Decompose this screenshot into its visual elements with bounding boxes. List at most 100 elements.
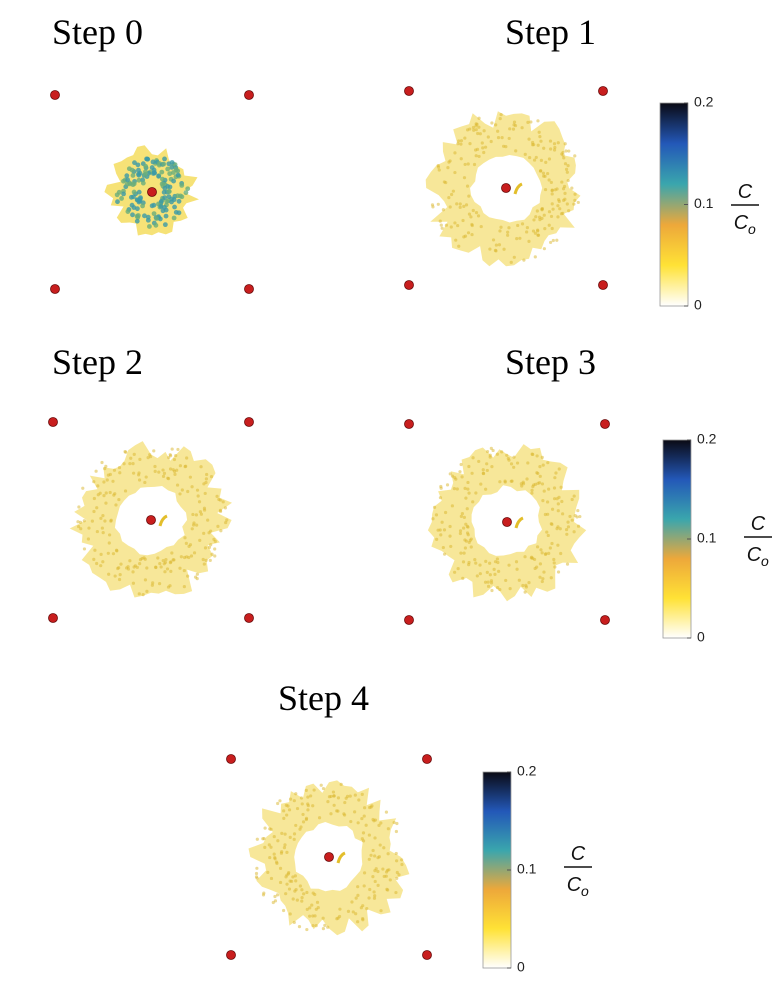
plume-cell [540, 159, 543, 162]
plume-cell [143, 172, 148, 177]
plume-cell [169, 454, 172, 457]
plume-cell [337, 796, 340, 799]
plume-cell [263, 826, 266, 829]
plume-cell [369, 854, 372, 857]
plume-cell [132, 190, 137, 195]
plume-cell [322, 787, 325, 790]
plume-cell [376, 870, 379, 873]
plume-cell [183, 585, 186, 588]
plume-cell [566, 563, 569, 566]
label-denominator: C [734, 212, 749, 234]
plume-cell [278, 799, 281, 802]
plume-cell [490, 465, 493, 468]
plume-cell [162, 195, 167, 200]
plume-cell [365, 907, 368, 910]
plume-cell [268, 856, 271, 859]
plume-cell [553, 148, 556, 151]
plume-cell [558, 207, 561, 210]
plume-cell [186, 490, 189, 493]
panel-title: Step 4 [278, 678, 369, 718]
plume-cell [93, 549, 96, 552]
plume-cell [559, 552, 562, 555]
plume-cell [193, 551, 196, 554]
plume-cell [538, 216, 541, 219]
plume-cell [459, 529, 462, 532]
plume-cell [185, 186, 190, 191]
plume-cell [133, 453, 136, 456]
plume-cell [515, 568, 518, 571]
plume-cell [108, 541, 111, 544]
plume-cell [467, 492, 470, 495]
plume-cell [550, 542, 553, 545]
plume-cell [521, 222, 524, 225]
plume-cell [261, 837, 264, 840]
plume-cell [546, 500, 549, 503]
plume-cell [559, 527, 562, 530]
plume-cell [300, 896, 303, 899]
plume-cell [151, 160, 156, 165]
plume-cell [573, 530, 576, 533]
plume-cell [375, 867, 378, 870]
heatmap [51, 91, 254, 294]
plume-cell [103, 519, 106, 522]
plume-cell [556, 544, 559, 547]
plume-cell [549, 147, 552, 150]
well [325, 853, 334, 862]
plume-cell [336, 916, 339, 919]
plume-cell [299, 825, 302, 828]
plume-cell [127, 166, 132, 171]
plume-cell [442, 546, 445, 549]
plume-cell [119, 563, 122, 566]
plume-cell [536, 545, 539, 548]
plume-cell [289, 798, 292, 801]
plume-cell [476, 574, 479, 577]
plume-cell [202, 532, 205, 535]
plume-cell [486, 571, 489, 574]
plume-cell [482, 151, 485, 154]
plume-cell [170, 551, 173, 554]
plume-cell [300, 900, 303, 903]
colorbar [663, 440, 691, 638]
plume-cell [461, 512, 464, 515]
plume-cell [560, 180, 563, 183]
plume-cell [296, 899, 299, 902]
plume-cell [202, 558, 205, 561]
plume-cell [305, 817, 308, 820]
plume-cell [79, 527, 82, 530]
plume-cell [293, 921, 296, 924]
plume-cell [543, 489, 546, 492]
plume-cell [466, 481, 469, 484]
plume-cell [482, 468, 485, 471]
plume-cell [467, 563, 470, 566]
plume-cell [510, 462, 513, 465]
plume-cell [172, 205, 177, 210]
plume-cell [525, 230, 528, 233]
plume-cell [462, 560, 465, 563]
plume-cell [256, 838, 259, 841]
plume-cell [371, 849, 374, 852]
plume-cell [573, 154, 576, 157]
plume-streak [160, 516, 167, 526]
plume-cell [145, 566, 148, 569]
plume-cell [322, 917, 325, 920]
plume-cell [539, 140, 542, 143]
plume-cell [373, 854, 376, 857]
plume-cell [462, 205, 465, 208]
plume-cell [101, 526, 104, 529]
tick-label: 0.2 [694, 94, 714, 110]
plume-cell [527, 138, 530, 141]
plume-cell [178, 567, 181, 570]
plume-cell [555, 187, 558, 190]
plume-cell [553, 561, 556, 564]
plume-cell [118, 466, 121, 469]
plume-cell [551, 189, 554, 192]
plume-cell [494, 249, 497, 252]
plume-cell [266, 871, 269, 874]
plume-cell [146, 218, 151, 223]
plume-cell [379, 909, 382, 912]
plume-cell [557, 502, 560, 505]
plume-cell [459, 552, 462, 555]
plume-cell [468, 142, 471, 145]
plume-cell [213, 547, 216, 550]
plume-cell [560, 500, 563, 503]
